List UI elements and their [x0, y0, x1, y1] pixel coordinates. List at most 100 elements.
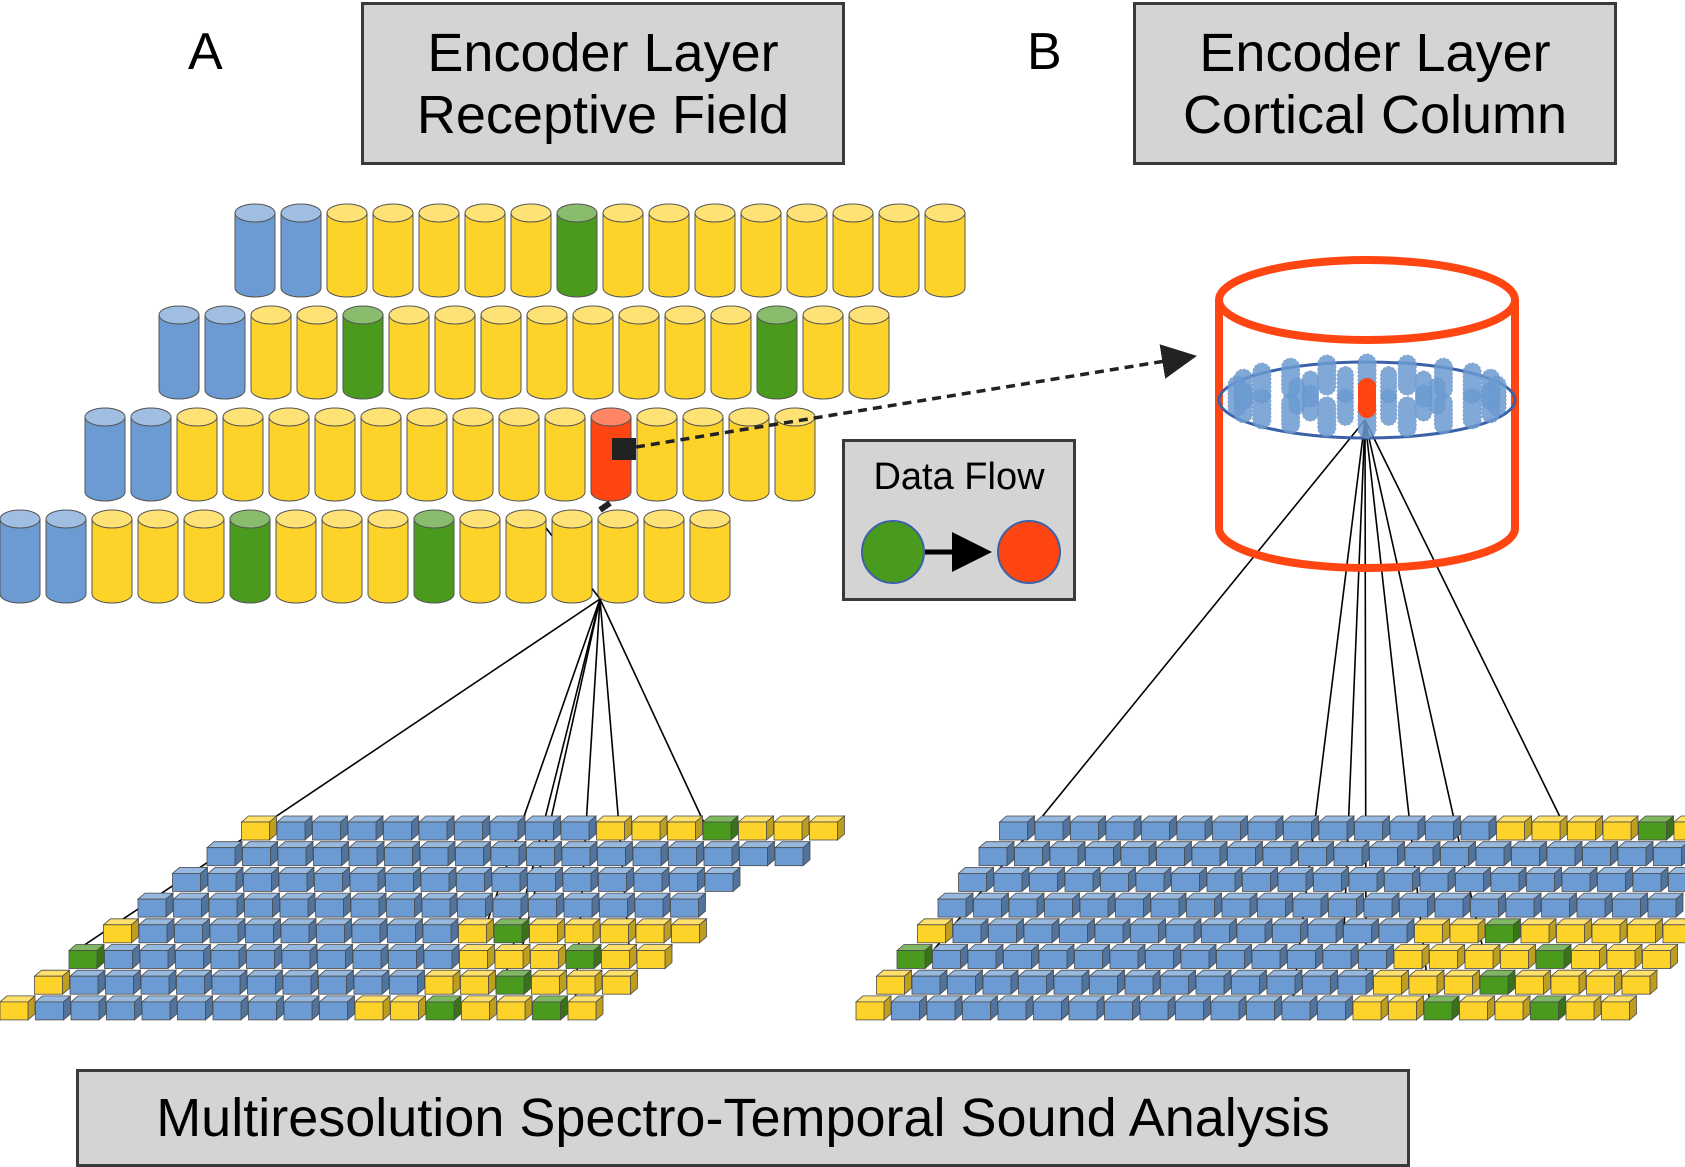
spectro-temporal-cell: [1667, 867, 1685, 892]
spectro-temporal-cell: [635, 943, 674, 970]
spectro-temporal-cell: [139, 969, 178, 996]
encoder-cylinder: [694, 203, 736, 298]
spectro-temporal-cell: [562, 892, 601, 918]
spectro-temporal-cell: [1185, 892, 1223, 918]
spectro-temporal-cell: [103, 943, 141, 970]
spectro-temporal-cell: [931, 943, 969, 970]
spectro-temporal-cell: [492, 917, 531, 944]
spectro-temporal-cell: [946, 969, 984, 996]
spectro-temporal-cell: [0, 995, 37, 1021]
spectro-temporal-cell: [1265, 969, 1304, 996]
spectro-temporal-cell: [1190, 840, 1229, 867]
encoder-cylinder: [413, 509, 455, 604]
spectro-temporal-cell: [1211, 815, 1249, 841]
spectro-temporal-cell: [382, 815, 420, 841]
spectro-temporal-cell: [417, 815, 456, 841]
spectro-temporal-cell: [1510, 840, 1548, 867]
spectro-temporal-cell: [1032, 995, 1070, 1021]
spectro-temporal-cell: [276, 840, 315, 867]
spectro-temporal-cell: [1336, 969, 1375, 996]
spectro-temporal-cell: [1022, 917, 1061, 944]
spectro-temporal-cell: [494, 969, 533, 996]
encoder-cylinder: [832, 203, 874, 298]
encoder-cylinder: [45, 509, 87, 604]
legend-graphic: [861, 520, 1061, 584]
spectro-temporal-cell: [423, 969, 462, 996]
spectro-temporal-cell: [1297, 840, 1335, 867]
spectro-temporal-cell: [489, 840, 528, 867]
spectro-temporal-cell: [957, 866, 995, 893]
spectro-temporal-cell: [981, 969, 1020, 996]
spectro-temporal-cell: [854, 995, 893, 1021]
spectro-temporal-cell: [1504, 892, 1543, 918]
spectro-temporal-cell: [1601, 815, 1640, 841]
spectro-temporal-cell: [1316, 995, 1354, 1021]
spectro-temporal-cell: [961, 995, 999, 1021]
spectro-temporal-cell: [140, 995, 179, 1021]
spectro-temporal-cell: [1454, 866, 1492, 893]
spectro-temporal-cell: [1073, 943, 1111, 970]
spectro-temporal-cell: [1332, 840, 1371, 867]
spectro-temporal-cell: [351, 943, 390, 970]
spectro-temporal-cell: [1362, 892, 1401, 918]
spectro-temporal-cell: [1093, 917, 1132, 944]
spectro-temporal-cell: [282, 995, 321, 1021]
spectro-temporal-cell: [525, 840, 563, 867]
encoder-cylinder: [176, 407, 218, 502]
spectro-temporal-cell: [246, 969, 284, 996]
spectro-temporal-cell: [1661, 918, 1685, 944]
spectro-temporal-cell: [208, 917, 247, 944]
spectro-temporal-cell: [453, 815, 491, 841]
spectro-temporal-cell: [68, 969, 107, 996]
spectro-temporal-cell: [528, 917, 566, 944]
spectro-temporal-cell: [597, 866, 635, 893]
spectro-temporal-cell: [737, 815, 775, 841]
spectro-temporal-cell: [352, 969, 391, 996]
spectro-temporal-cell: [418, 840, 457, 867]
spectro-temporal-cell: [565, 969, 604, 996]
encoder-cylinder: [590, 407, 632, 502]
encoder-cylinder: [505, 509, 547, 604]
encoder-cylinder: [326, 203, 368, 298]
spectro-temporal-cell: [1530, 815, 1569, 841]
spectro-temporal-cell: [1529, 995, 1567, 1021]
spectro-temporal-cell: [772, 815, 811, 841]
panel-letter-b: B: [1027, 23, 1062, 81]
spectro-temporal-cell: [1484, 917, 1522, 944]
spectro-temporal-cell: [1246, 815, 1285, 841]
spectro-temporal-cell: [1626, 917, 1664, 944]
spectro-temporal-cell: [936, 892, 975, 918]
spectro-temporal-cell: [1351, 995, 1390, 1021]
spectro-temporal-cell: [966, 943, 1005, 970]
spectro-temporal-cell: [1413, 917, 1451, 944]
spectro-temporal-cell: [1002, 943, 1040, 970]
spectro-temporal-cell: [205, 840, 244, 867]
spectro-temporal-cell: [1439, 840, 1477, 867]
spectro-temporal-cell: [1099, 866, 1137, 893]
spectro-temporal-cell: [634, 917, 673, 944]
spectro-temporal-cell: [1575, 892, 1614, 918]
spectro-temporal-cell: [174, 943, 212, 970]
spectro-temporal-cell: [1387, 995, 1425, 1021]
spectro-temporal-cell: [1250, 943, 1289, 970]
spectro-temporal-cell: [1495, 815, 1533, 841]
spectro-temporal-cell: [972, 892, 1010, 918]
spectro-temporal-cell: [1205, 866, 1244, 893]
spectro-temporal-cell: [1164, 917, 1203, 944]
spectro-temporal-cell: [1261, 840, 1300, 867]
encoder-cylinder: [664, 305, 706, 400]
spectro-temporal-cell: [210, 969, 249, 996]
encoder-cylinder: [556, 203, 598, 298]
spectro-temporal-cell: [1271, 917, 1309, 944]
spectro-temporal-cell: [1383, 866, 1421, 893]
spectro-temporal-cell: [243, 892, 281, 918]
encoder-cylinder: [728, 407, 770, 502]
spectro-temporal-cell: [1134, 866, 1173, 893]
spectro-temporal-cell: [245, 943, 283, 970]
spectro-temporal-cell: [247, 995, 285, 1021]
spectro-temporal-cell: [738, 840, 776, 867]
encoder-layer-cylinders: [0, 203, 966, 604]
flow-arrow-source: [612, 438, 636, 460]
spectro-temporal-cell: [1347, 866, 1386, 893]
spectro-temporal-cell: [207, 892, 246, 918]
